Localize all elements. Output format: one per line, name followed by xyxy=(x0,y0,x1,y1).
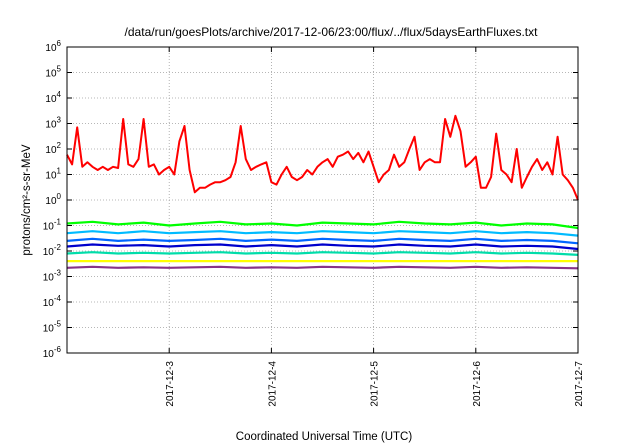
y-tick-label: 103 xyxy=(45,116,61,131)
x-tick-label: 2017-12-3 xyxy=(165,361,176,407)
y-tick-label: 101 xyxy=(45,167,61,182)
series-line-1 xyxy=(66,114,579,201)
grid-lines xyxy=(67,47,578,353)
y-tick-label: 104 xyxy=(45,90,61,105)
series-line-8 xyxy=(66,265,579,270)
y-tick-label: 100 xyxy=(45,192,61,207)
series-line-6 xyxy=(66,251,579,256)
series-line-3 xyxy=(66,230,579,237)
x-tick-label: 2017-12-7 xyxy=(574,361,585,407)
y-tick-label: 10-3 xyxy=(43,269,62,284)
y-tick-label: 10-1 xyxy=(43,218,62,233)
y-tick-label: 106 xyxy=(45,39,61,54)
x-axis-label: Coordinated Universal Time (UTC) xyxy=(236,431,413,443)
y-tick-label: 10-5 xyxy=(43,320,62,335)
y-tick-label: 10-4 xyxy=(43,294,62,309)
series-line-2 xyxy=(66,220,579,230)
series-line-5 xyxy=(66,243,579,251)
series-line-4 xyxy=(66,237,579,245)
y-tick-label: 10-6 xyxy=(43,345,62,360)
series-lines xyxy=(66,114,579,270)
axis-ticks: 10-6 10-5 10-4 10-3 10-2 10-1 100 101 102 103 104 1… xyxy=(43,39,585,407)
y-tick-label: 105 xyxy=(45,65,61,80)
chart-title: /data/run/goesPlots/archive/2017-12-06/2… xyxy=(125,25,539,39)
x-tick-label: 2017-12-6 xyxy=(472,361,483,407)
x-tick-label: 2017-12-5 xyxy=(370,361,381,407)
y-tick-label: 102 xyxy=(45,141,61,156)
y-tick-label: 10-2 xyxy=(43,243,62,258)
y-axis-label: protons/cm²-s-sr-MeV xyxy=(21,144,33,256)
x-tick-label: 2017-12-4 xyxy=(267,361,278,407)
